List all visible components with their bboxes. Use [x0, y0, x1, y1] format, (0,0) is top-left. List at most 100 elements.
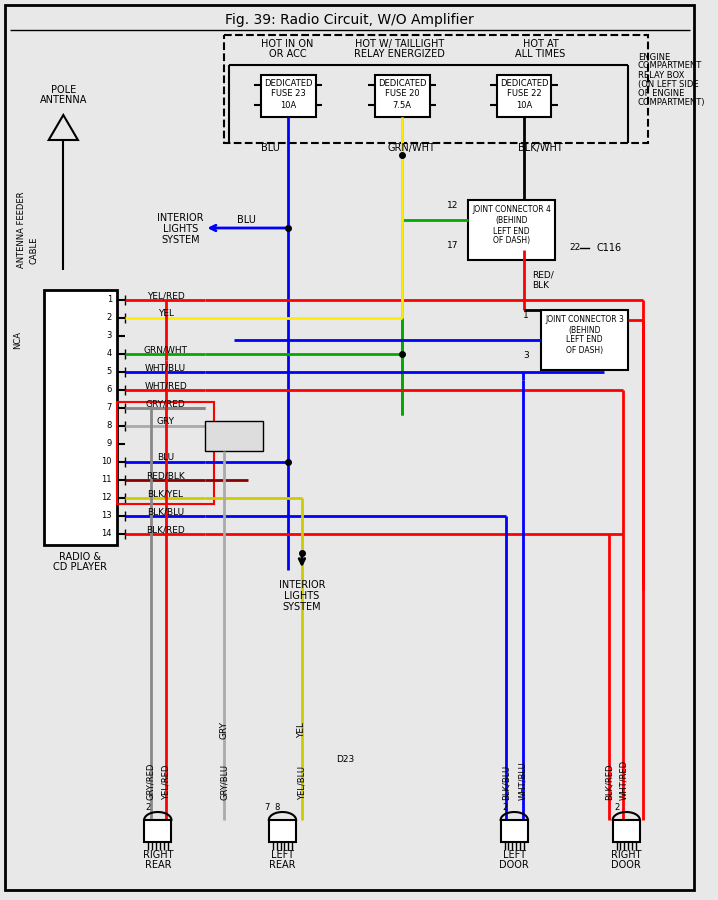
Text: WHT/BLU: WHT/BLU: [145, 364, 186, 373]
Text: DOOR: DOOR: [612, 860, 641, 870]
Text: BLK/WHT: BLK/WHT: [518, 143, 563, 153]
Text: YEL: YEL: [297, 722, 307, 738]
Bar: [612, 820, 640, 842]
Text: BLK/RED: BLK/RED: [605, 763, 613, 800]
Text: GRY: GRY: [157, 418, 174, 427]
Bar: [541, 310, 628, 370]
Text: LIGHTS: LIGHTS: [284, 591, 320, 601]
Text: YEL/RED: YEL/RED: [161, 765, 170, 800]
Text: 10: 10: [101, 457, 112, 466]
Text: GRN/WHT: GRN/WHT: [387, 143, 435, 153]
Bar: [144, 820, 172, 842]
Text: FUSE 20: FUSE 20: [385, 89, 419, 98]
Bar: [269, 820, 296, 842]
Text: 2: 2: [146, 804, 151, 813]
Text: ALL TIMES: ALL TIMES: [516, 49, 566, 59]
Text: 1: 1: [523, 310, 529, 320]
Text: 1: 1: [107, 295, 112, 304]
Text: 10A: 10A: [516, 101, 532, 110]
Text: DEDICATED: DEDICATED: [500, 78, 549, 87]
Text: BLK/BLU: BLK/BLU: [502, 765, 511, 800]
Text: GRY/RED: GRY/RED: [146, 400, 185, 409]
Text: YEL/BLU: YEL/BLU: [297, 766, 307, 800]
Bar: [375, 75, 429, 117]
Text: ENGINE: ENGINE: [638, 52, 670, 61]
Text: JOINT CONNECTOR 3: JOINT CONNECTOR 3: [545, 316, 624, 325]
Text: 2: 2: [614, 804, 619, 813]
Text: 14: 14: [101, 529, 112, 538]
Text: OF ENGINE: OF ENGINE: [638, 88, 684, 97]
Text: Fig. 39: Radio Circuit, W/O Amplifier: Fig. 39: Radio Circuit, W/O Amplifier: [225, 13, 474, 27]
Text: LEFT END: LEFT END: [566, 336, 602, 345]
Text: WHT/RED: WHT/RED: [619, 760, 628, 800]
Text: OF DASH): OF DASH): [493, 237, 530, 246]
Text: RELAY ENERGIZED: RELAY ENERGIZED: [354, 49, 444, 59]
Bar: [224, 35, 648, 143]
Text: 6: 6: [107, 385, 112, 394]
Text: BLU: BLU: [237, 215, 256, 225]
Text: HOT W/ TAILLIGHT: HOT W/ TAILLIGHT: [355, 39, 444, 49]
Bar: [261, 75, 316, 117]
Text: (BEHIND: (BEHIND: [495, 217, 528, 226]
Text: BLK/BLU: BLK/BLU: [147, 508, 184, 517]
Text: HOT AT: HOT AT: [523, 39, 559, 49]
Text: LEFT END: LEFT END: [493, 227, 530, 236]
Text: BLK: BLK: [532, 281, 549, 290]
Text: 7.5A: 7.5A: [393, 101, 411, 110]
Text: CABLE: CABLE: [29, 237, 39, 264]
Text: INTERIOR: INTERIOR: [157, 213, 203, 223]
Text: COMPARTMENT): COMPARTMENT): [638, 97, 706, 106]
Text: BLK/YEL: BLK/YEL: [148, 490, 184, 499]
Text: NCA: NCA: [13, 331, 22, 349]
Text: RIGHT: RIGHT: [143, 850, 173, 860]
Text: COMPARTMENT: COMPARTMENT: [638, 61, 702, 70]
Bar: [44, 290, 117, 545]
Text: 8: 8: [107, 421, 112, 430]
Text: 4: 4: [107, 349, 112, 358]
Text: 5: 5: [107, 367, 112, 376]
Text: OR ACC: OR ACC: [269, 49, 306, 59]
Text: WHT/RED: WHT/RED: [144, 382, 187, 391]
Text: 8: 8: [274, 804, 279, 813]
Text: 11: 11: [101, 475, 112, 484]
Text: GRY/BLU: GRY/BLU: [220, 764, 228, 800]
Text: ANTENNA: ANTENNA: [39, 95, 87, 105]
Text: 22: 22: [569, 244, 580, 253]
Text: 2: 2: [107, 313, 112, 322]
Text: 7: 7: [107, 403, 112, 412]
Text: ANTENNA FEEDER: ANTENNA FEEDER: [17, 192, 26, 268]
Text: 12: 12: [447, 201, 459, 210]
Text: FUSE 23: FUSE 23: [271, 89, 306, 98]
Text: OF DASH): OF DASH): [566, 346, 603, 355]
Text: HOT IN ON: HOT IN ON: [261, 39, 314, 49]
Text: RED/: RED/: [532, 271, 554, 280]
Text: (BEHIND: (BEHIND: [568, 326, 601, 335]
Text: RIGHT: RIGHT: [611, 850, 641, 860]
Text: WHT/BLU: WHT/BLU: [518, 761, 528, 800]
Text: 12: 12: [101, 493, 112, 502]
Bar: [117, 402, 214, 504]
Text: D23: D23: [336, 755, 354, 764]
Text: 3: 3: [107, 331, 112, 340]
Text: INTERIOR: INTERIOR: [279, 580, 325, 590]
Text: DEDICATED: DEDICATED: [264, 78, 312, 87]
Text: LEFT: LEFT: [271, 850, 294, 860]
Text: CD PLAYER: CD PLAYER: [53, 562, 108, 572]
Text: 10A: 10A: [280, 101, 297, 110]
Text: 7: 7: [264, 804, 269, 813]
Text: LIGHTS: LIGHTS: [162, 224, 198, 234]
Text: GRN/WHT: GRN/WHT: [144, 346, 187, 355]
Text: 13: 13: [101, 511, 112, 520]
Text: DEDICATED: DEDICATED: [378, 78, 426, 87]
Text: BLU: BLU: [261, 143, 280, 153]
Text: SYSTEM: SYSTEM: [283, 602, 321, 612]
Text: JOINT CONNECTOR 4: JOINT CONNECTOR 4: [472, 205, 551, 214]
Bar: [205, 421, 263, 451]
Text: SYSTEM: SYSTEM: [161, 235, 200, 245]
Text: YEL: YEL: [157, 310, 174, 319]
Text: 9: 9: [107, 439, 112, 448]
Text: BLK/RED: BLK/RED: [146, 526, 185, 535]
Text: 17: 17: [447, 240, 459, 249]
Text: 2: 2: [502, 804, 507, 813]
Text: REAR: REAR: [269, 860, 296, 870]
